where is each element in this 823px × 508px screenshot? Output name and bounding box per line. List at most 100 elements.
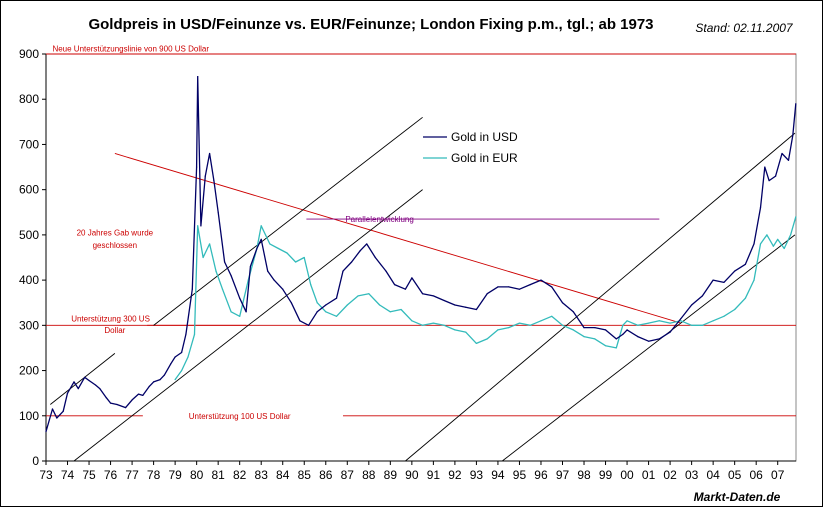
point-gold-usd: [282, 288, 284, 290]
point-gold-usd: [213, 180, 215, 182]
point-gold-usd: [680, 317, 682, 320]
point-gold-usd: [497, 286, 499, 288]
legend-label-eur: Gold in EUR: [451, 151, 518, 165]
point-gold-usd: [759, 207, 762, 209]
point-gold-usd: [142, 394, 144, 397]
point-gold-usd: [374, 256, 376, 259]
point-gold-usd: [45, 431, 47, 433]
point-gold-usd: [249, 265, 252, 268]
parallel-1-line: [50, 353, 116, 405]
ann-900: Neue Unterstützungslinie von 900 US Doll…: [52, 45, 209, 54]
point-gold-usd: [781, 152, 783, 155]
point-gold-usd: [191, 288, 193, 290]
x-tick-label: 00: [620, 468, 634, 482]
point-gold-eur: [766, 234, 768, 236]
point-gold-usd: [359, 250, 361, 252]
point-gold-usd: [723, 281, 725, 283]
point-gold-usd: [335, 297, 338, 299]
point-gold-usd: [94, 384, 97, 386]
point-gold-usd: [604, 329, 607, 331]
point-gold-usd: [540, 279, 542, 281]
point-gold-usd: [647, 340, 650, 342]
point-gold-usd: [88, 379, 90, 382]
trend-lines: [46, 53, 796, 462]
point-gold-usd: [197, 76, 199, 78]
point-gold-eur: [454, 329, 456, 331]
point-gold-usd: [712, 279, 714, 281]
point-gold-eur: [508, 326, 510, 329]
point-gold-eur: [680, 320, 682, 322]
point-gold-usd: [299, 320, 301, 322]
parallel-4-line: [405, 132, 796, 462]
x-tick-label: 98: [577, 468, 591, 482]
point-gold-usd: [768, 180, 770, 182]
point-gold-eur: [518, 322, 521, 324]
point-gold-usd: [131, 399, 133, 401]
point-gold-usd: [256, 247, 258, 250]
point-gold-eur: [795, 216, 797, 218]
point-gold-usd: [637, 336, 639, 338]
point-gold-usd: [443, 299, 445, 302]
x-tick-label: 76: [104, 468, 118, 482]
parallel-2-line: [153, 116, 423, 326]
point-gold-usd: [159, 379, 161, 381]
x-tick-label: 01: [642, 468, 656, 482]
point-gold-usd: [764, 166, 766, 168]
ann-300-1: Unterstützung 300 US: [71, 315, 150, 324]
point-gold-usd: [174, 356, 176, 358]
point-gold-usd: [454, 304, 456, 306]
source-label: Markt-Daten.de: [694, 490, 781, 504]
x-tick-label: 04: [706, 468, 720, 482]
point-gold-eur: [637, 324, 639, 326]
point-gold-eur: [626, 320, 628, 322]
point-gold-eur: [346, 304, 348, 306]
ann-300-2: Dollar: [104, 326, 125, 335]
point-gold-usd: [594, 326, 596, 329]
y-tick-label: 600: [19, 183, 39, 197]
x-tick-label: 84: [276, 468, 290, 482]
y-tick-label: 100: [19, 409, 39, 423]
ann-parallel: Parallelentwicklung: [345, 215, 413, 224]
point-gold-usd: [734, 270, 736, 272]
point-gold-usd: [116, 403, 118, 406]
point-gold-usd: [260, 238, 262, 241]
point-gold-eur: [230, 311, 232, 313]
point-gold-eur: [208, 243, 211, 245]
ann-20jahre-1: 20 Jahres Gab wurde: [77, 229, 154, 238]
point-gold-usd: [325, 304, 327, 306]
x-tick-label: 95: [513, 468, 527, 482]
point-gold-eur: [325, 311, 327, 313]
point-gold-eur: [286, 252, 288, 254]
point-gold-eur: [772, 245, 775, 247]
parallel-3-line: [73, 189, 423, 462]
point-gold-usd: [200, 225, 202, 227]
point-gold-usd: [350, 261, 353, 263]
point-gold-eur: [572, 329, 574, 331]
point-gold-usd: [432, 295, 434, 297]
point-gold-usd: [245, 311, 247, 313]
point-gold-usd: [529, 284, 531, 286]
annotations: Neue Unterstützungslinie von 900 US Doll…: [52, 45, 413, 421]
point-gold-usd: [148, 385, 150, 387]
point-gold-usd: [62, 410, 64, 412]
point-gold-usd: [56, 417, 58, 419]
point-gold-usd: [73, 381, 75, 383]
point-gold-usd: [486, 293, 488, 295]
point-gold-eur: [604, 345, 607, 347]
point-gold-usd: [307, 324, 310, 326]
point-gold-usd: [196, 166, 198, 168]
plot-area: [45, 53, 797, 462]
point-gold-usd: [795, 103, 797, 105]
point-gold-eur: [303, 256, 305, 259]
x-tick-label: 07: [771, 468, 785, 482]
point-gold-usd: [561, 302, 564, 304]
x-tick-label: 86: [319, 468, 333, 482]
x-tick-label: 93: [470, 468, 484, 482]
point-gold-eur: [389, 311, 391, 313]
point-gold-eur: [723, 315, 725, 317]
point-gold-eur: [734, 308, 736, 311]
point-gold-usd: [208, 152, 211, 155]
series-gold-usd: [45, 75, 797, 432]
point-gold-usd: [239, 297, 241, 299]
point-gold-usd: [77, 388, 79, 390]
